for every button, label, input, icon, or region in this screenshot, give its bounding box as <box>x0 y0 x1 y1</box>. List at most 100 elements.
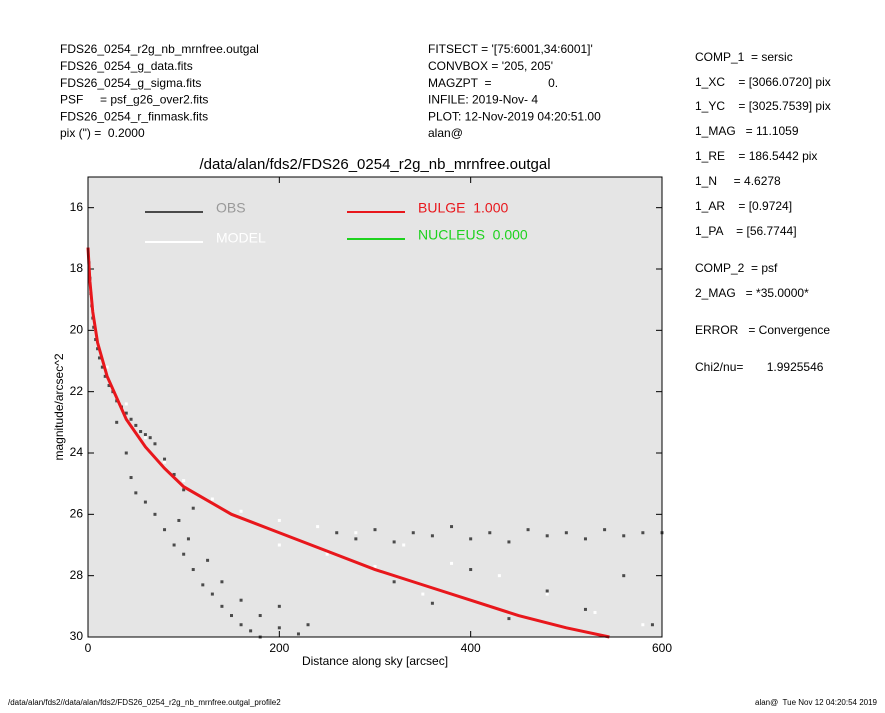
data-point <box>100 365 104 369</box>
header-left-line: pix (") = 0.2000 <box>60 126 145 140</box>
data-point <box>239 598 243 602</box>
data-point <box>230 614 233 618</box>
data-point <box>583 607 587 611</box>
data-point <box>402 543 406 547</box>
data-point <box>143 500 147 504</box>
data-point <box>124 451 128 455</box>
header-right-line: 1_RE = 186.5442 pix <box>695 149 817 163</box>
data-point <box>129 476 133 480</box>
data-point <box>325 552 329 556</box>
data-point <box>430 534 434 538</box>
data-point <box>306 623 310 627</box>
header-left-line: FDS26_0254_g_sigma.fits <box>60 76 201 90</box>
data-point <box>124 402 128 406</box>
data-point <box>182 488 186 492</box>
data-point <box>641 623 645 627</box>
data-point <box>392 580 396 584</box>
header-middle-line: FITSECT = '[75:6001,34:6001]' <box>428 42 593 56</box>
data-point <box>163 528 167 532</box>
data-point <box>497 574 501 578</box>
x-tick-label: 0 <box>85 641 92 655</box>
x-tick-label: 400 <box>461 641 481 655</box>
header-right-line: Chi2/nu= 1.9925546 <box>695 360 824 374</box>
header-middle-line: INFILE: 2019-Nov- 4 <box>428 93 538 107</box>
header-right-line: 1_N = 4.6278 <box>695 174 781 188</box>
data-point <box>650 623 654 627</box>
data-point <box>411 531 415 535</box>
header-right-line: 2_MAG = *35.0000* <box>695 286 809 300</box>
y-tick-label: 18 <box>70 261 84 275</box>
data-point <box>430 601 434 605</box>
data-point <box>124 411 128 415</box>
header-right-line: ERROR = Convergence <box>695 323 830 337</box>
header-right-line: 1_PA = [56.7744] <box>695 224 797 238</box>
data-point <box>191 568 195 572</box>
header-left-line: FDS26_0254_r2g_nb_mrnfree.outgal <box>60 42 259 56</box>
data-point <box>96 347 100 351</box>
data-point <box>139 430 143 434</box>
data-point <box>163 457 167 461</box>
data-point <box>583 537 587 541</box>
x-axis-label: Distance along sky [arcsec] <box>302 654 448 668</box>
data-point <box>507 617 511 621</box>
y-tick-label: 30 <box>70 629 84 643</box>
data-point <box>622 574 626 578</box>
data-point <box>296 632 300 636</box>
legend-label: NUCLEUS 0.000 <box>418 227 528 243</box>
data-point <box>105 365 109 369</box>
chart-title: /data/alan/fds2/FDS26_0254_r2g_nb_mrnfre… <box>199 156 550 173</box>
data-point <box>107 384 111 388</box>
data-point <box>373 564 377 568</box>
data-point <box>163 460 167 464</box>
data-point <box>172 543 176 547</box>
data-point <box>526 528 530 532</box>
data-point <box>469 568 473 572</box>
data-point <box>392 540 396 544</box>
y-tick-label: 16 <box>70 200 84 214</box>
legend-label: BULGE 1.000 <box>418 200 508 216</box>
plot-frame <box>87 176 663 638</box>
header-right-line: COMP_1 = sersic <box>695 50 793 64</box>
model-curve <box>86 247 610 639</box>
data-point <box>316 525 320 529</box>
data-point <box>354 537 358 541</box>
data-point <box>103 374 107 378</box>
data-point <box>210 497 214 501</box>
x-tick-label: 600 <box>652 641 672 655</box>
data-point <box>545 534 549 538</box>
data-point <box>143 433 147 437</box>
data-point <box>564 531 568 535</box>
data-point <box>277 626 281 630</box>
y-tick-label: 26 <box>70 507 84 521</box>
data-point <box>277 518 281 522</box>
data-point <box>488 531 492 535</box>
data-point <box>153 442 157 446</box>
x-tick-label: 200 <box>269 641 289 655</box>
data-point <box>182 479 186 483</box>
data-point <box>622 534 626 538</box>
y-tick-label: 20 <box>70 323 84 337</box>
header-middle-line: alan@ <box>428 126 463 140</box>
data-point <box>115 420 119 424</box>
header-middle-line: PLOT: 12-Nov-2019 04:20:51.00 <box>428 109 601 123</box>
header-left-line: FDS26_0254_g_data.fits <box>60 59 193 73</box>
data-point <box>177 518 181 522</box>
header-middle-line: CONVBOX = '205, 205' <box>428 59 553 73</box>
data-point <box>545 592 549 596</box>
header-middle-line: MAGZPT = 0. <box>428 76 558 90</box>
footer-left: /data/alan/fds2//data/alan/fds2/FDS26_02… <box>8 698 281 707</box>
plot-area <box>88 177 662 637</box>
data-point <box>239 509 243 513</box>
header-right-line: 1_AR = [0.9724] <box>695 199 792 213</box>
header-left-line: FDS26_0254_r_finmask.fits <box>60 109 208 123</box>
data-point <box>148 436 152 440</box>
data-point <box>239 623 243 627</box>
data-point <box>450 561 454 565</box>
footer-right: alan@ Tue Nov 12 04:20:54 2019 <box>755 698 878 707</box>
data-point <box>143 436 147 440</box>
data-point <box>603 528 607 532</box>
data-point <box>129 417 133 421</box>
data-point <box>354 531 358 535</box>
header-right-line: 1_MAG = 11.1059 <box>695 124 799 138</box>
